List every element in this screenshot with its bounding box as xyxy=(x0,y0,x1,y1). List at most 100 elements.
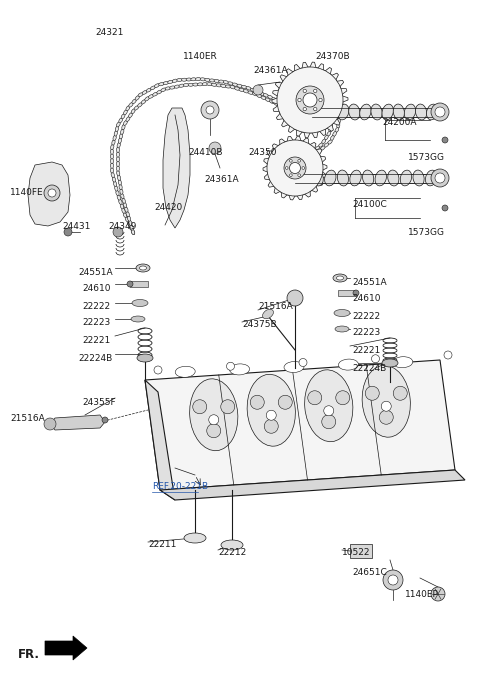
Ellipse shape xyxy=(119,184,122,190)
Ellipse shape xyxy=(306,86,311,90)
Ellipse shape xyxy=(255,90,260,94)
Text: 24610: 24610 xyxy=(82,284,110,293)
Ellipse shape xyxy=(110,149,113,154)
Ellipse shape xyxy=(200,78,205,81)
Ellipse shape xyxy=(229,364,250,375)
Ellipse shape xyxy=(404,104,416,120)
Text: 22211: 22211 xyxy=(148,540,176,549)
Ellipse shape xyxy=(118,138,121,143)
Ellipse shape xyxy=(270,100,275,104)
Ellipse shape xyxy=(126,117,130,122)
Circle shape xyxy=(289,163,300,174)
Ellipse shape xyxy=(177,79,182,81)
Circle shape xyxy=(298,174,300,177)
Ellipse shape xyxy=(114,131,118,136)
Text: 21516A: 21516A xyxy=(10,414,45,423)
Ellipse shape xyxy=(120,193,124,199)
Ellipse shape xyxy=(393,357,413,368)
Circle shape xyxy=(209,142,221,154)
Ellipse shape xyxy=(235,87,240,90)
Ellipse shape xyxy=(300,170,311,186)
Circle shape xyxy=(381,401,391,411)
Ellipse shape xyxy=(137,354,153,362)
Polygon shape xyxy=(160,470,465,500)
Ellipse shape xyxy=(145,97,149,101)
Polygon shape xyxy=(145,380,175,500)
Bar xyxy=(312,108,440,117)
Text: 22224B: 22224B xyxy=(352,364,386,373)
Polygon shape xyxy=(45,636,87,660)
Ellipse shape xyxy=(131,229,135,235)
Ellipse shape xyxy=(333,274,347,282)
Ellipse shape xyxy=(282,106,287,110)
Ellipse shape xyxy=(313,91,318,95)
Ellipse shape xyxy=(161,88,166,92)
Ellipse shape xyxy=(129,225,133,230)
Ellipse shape xyxy=(117,170,120,176)
Ellipse shape xyxy=(110,154,113,159)
Text: 24361A: 24361A xyxy=(253,66,288,75)
Ellipse shape xyxy=(132,229,135,235)
Ellipse shape xyxy=(111,145,114,149)
Ellipse shape xyxy=(393,104,405,120)
Circle shape xyxy=(298,160,300,162)
Circle shape xyxy=(193,400,207,414)
Ellipse shape xyxy=(315,146,320,150)
Text: 24350: 24350 xyxy=(248,148,276,157)
Ellipse shape xyxy=(130,225,133,230)
Ellipse shape xyxy=(305,370,353,442)
Ellipse shape xyxy=(247,375,295,446)
Text: 24321: 24321 xyxy=(95,28,123,37)
Circle shape xyxy=(336,391,350,404)
Ellipse shape xyxy=(335,101,338,106)
Ellipse shape xyxy=(350,170,361,186)
Ellipse shape xyxy=(228,82,233,85)
Text: 22222: 22222 xyxy=(352,312,380,321)
Circle shape xyxy=(227,362,235,370)
Circle shape xyxy=(308,391,322,404)
Text: 24410B: 24410B xyxy=(188,148,223,157)
Ellipse shape xyxy=(335,326,349,332)
Ellipse shape xyxy=(317,85,323,89)
Polygon shape xyxy=(28,162,70,226)
Ellipse shape xyxy=(122,124,125,130)
Ellipse shape xyxy=(112,140,115,145)
Text: 1573GG: 1573GG xyxy=(408,153,445,162)
Circle shape xyxy=(313,108,317,111)
Text: 10522: 10522 xyxy=(342,548,371,557)
Ellipse shape xyxy=(388,170,399,186)
Ellipse shape xyxy=(348,104,360,120)
Text: 1140FE: 1140FE xyxy=(10,188,44,197)
Ellipse shape xyxy=(265,98,270,101)
Circle shape xyxy=(287,290,303,306)
Circle shape xyxy=(365,386,379,400)
Ellipse shape xyxy=(119,118,122,123)
Text: 22221: 22221 xyxy=(352,346,380,355)
Circle shape xyxy=(324,406,334,416)
Ellipse shape xyxy=(132,300,148,306)
Ellipse shape xyxy=(337,170,348,186)
Circle shape xyxy=(353,290,359,296)
Ellipse shape xyxy=(123,213,127,218)
Ellipse shape xyxy=(337,118,340,124)
Circle shape xyxy=(253,85,263,95)
Circle shape xyxy=(44,418,56,430)
Ellipse shape xyxy=(181,79,187,81)
Text: 22223: 22223 xyxy=(82,318,110,327)
Circle shape xyxy=(299,359,307,366)
Bar xyxy=(338,290,356,296)
Ellipse shape xyxy=(332,97,336,101)
Text: 24431: 24431 xyxy=(62,222,90,231)
Ellipse shape xyxy=(113,181,117,187)
Ellipse shape xyxy=(131,316,145,322)
Ellipse shape xyxy=(329,122,333,128)
Ellipse shape xyxy=(120,129,124,134)
Text: 24349: 24349 xyxy=(108,222,136,231)
Circle shape xyxy=(372,354,380,363)
Ellipse shape xyxy=(174,85,180,88)
Ellipse shape xyxy=(310,89,314,92)
Ellipse shape xyxy=(117,156,120,162)
Ellipse shape xyxy=(259,92,264,95)
Ellipse shape xyxy=(312,152,318,155)
Ellipse shape xyxy=(246,86,251,90)
